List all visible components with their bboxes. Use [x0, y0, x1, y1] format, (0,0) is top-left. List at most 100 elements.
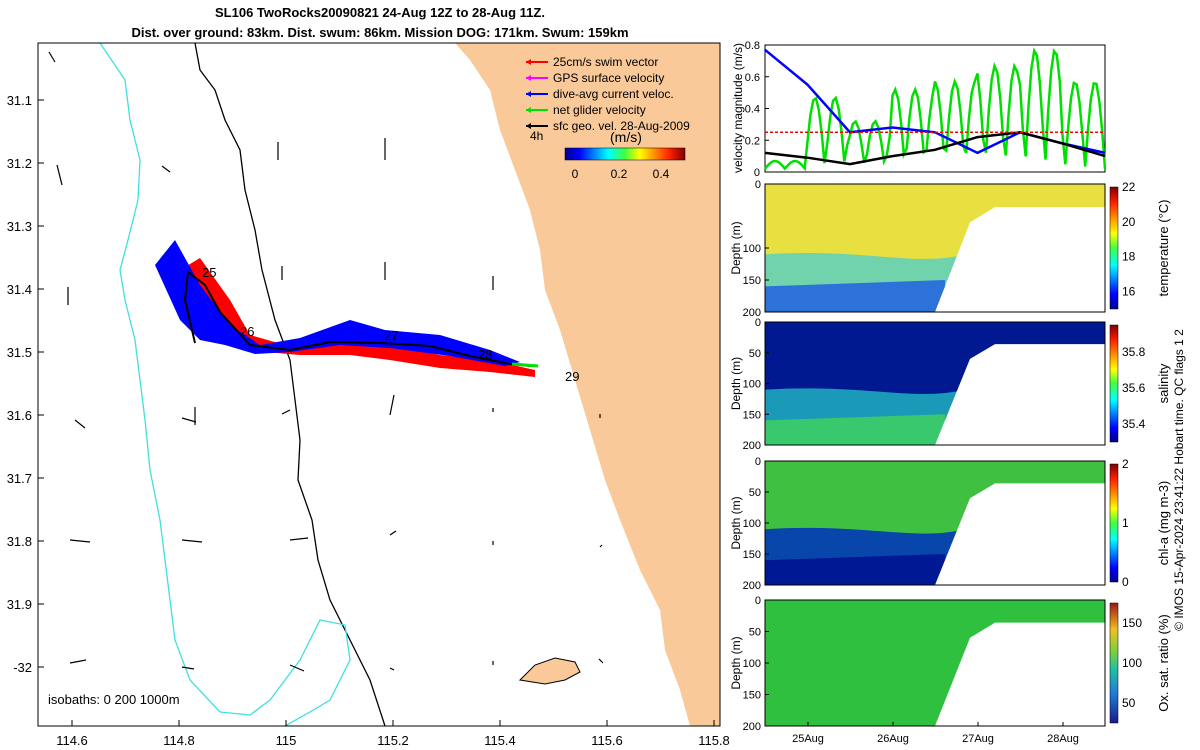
- map-y-tick-label: 31.3: [7, 219, 32, 234]
- legend-label: GPS surface velocity: [553, 71, 664, 85]
- velocity-y-ticks: 0 0.2 0.4 0.6 0.8: [745, 40, 769, 179]
- section-colorbar-label: Ox. sat. ratio (%): [1156, 614, 1171, 712]
- map-x-tick-label: 114.8: [163, 733, 195, 748]
- colorbar-tick-label: 16: [1122, 285, 1136, 299]
- map-y-tick-label: 31.7: [7, 471, 32, 486]
- vector-arrow: [181, 539, 203, 543]
- section-y-tick-label: 0: [755, 456, 761, 468]
- section-bottom-layer: [765, 554, 945, 585]
- velocity-ylabel: velocity magnitude (m/s): [731, 43, 745, 173]
- section-colorbar: [1109, 186, 1119, 310]
- section-y-tick-label: 150: [743, 549, 761, 561]
- section-y-tick-label: 50: [749, 348, 761, 360]
- velocity-y-tick-label: 0.4: [745, 104, 760, 116]
- track-blue-current: [155, 240, 520, 366]
- velocity-y-tick-label: 0: [754, 167, 760, 179]
- section-no-data: [935, 344, 1105, 445]
- colorbar-tick-label: 100: [1122, 656, 1142, 670]
- map-x-tick-label: 115.2: [377, 733, 409, 748]
- vector-arrow: [69, 539, 91, 543]
- colorbar-tick-0.2: 0.2: [611, 167, 628, 181]
- colorbar-tick-label: 35.6: [1122, 381, 1146, 395]
- vector-arrow: [161, 165, 171, 173]
- section-colorbar-label: salinity: [1156, 363, 1171, 403]
- velocity-series-line: [764, 47, 1107, 172]
- section-y-tick-label: 200: [743, 580, 761, 592]
- map-y-tick-label: -32: [13, 660, 32, 675]
- figure-title-line2: Dist. over ground: 83km. Dist. swum: 86k…: [131, 25, 629, 40]
- legend-label: sfc geo. vel. 28-Aug-2009: [553, 119, 690, 133]
- vector-arrow: [598, 658, 604, 664]
- map-frame: [37, 42, 721, 727]
- vector-arrow: [599, 544, 603, 548]
- map-y-tick-label: 31.2: [7, 156, 32, 171]
- map-x-tick-label: 115: [276, 733, 297, 748]
- map-y-ticks: 31.1 31.2 31.3 31.4 31.5 31.6 31.7 31.8 31.9 -32: [7, 93, 44, 675]
- map-x-tick-label: 115.8: [698, 733, 730, 748]
- section-ylabel: Depth (m): [729, 636, 743, 689]
- section-y-tick-label: 0: [755, 179, 761, 191]
- velocity-y-tick-label: 0.8: [745, 40, 760, 52]
- vector-arrow: [389, 530, 397, 536]
- section-bottom-layer: [765, 414, 945, 445]
- colorbar-tick-label: 18: [1122, 250, 1136, 264]
- speed-colorbar: [564, 147, 686, 161]
- day-label-29: 29: [565, 369, 579, 384]
- section-ylabel: Depth (m): [729, 357, 743, 410]
- section-y-tick-label: 100: [743, 379, 761, 391]
- legend-label: dive-avg current veloc.: [553, 87, 674, 101]
- section-colorbar-label: chl-a (mg m-3): [1156, 481, 1171, 566]
- isobath-200: [194, 43, 386, 726]
- legend-label: 25cm/s swim vector: [553, 55, 658, 69]
- day-label-28: 28: [478, 347, 492, 362]
- velocity-panel: 0 0.2 0.4 0.6 0.8 velocity magnitude (m/s): [731, 40, 1107, 179]
- section-colorbar: [1109, 324, 1119, 443]
- map-y-tick-label: 31.1: [7, 93, 32, 108]
- section-x-tick-label: 26Aug: [877, 733, 909, 745]
- vector-scale-label: 4h: [530, 129, 543, 143]
- vector-arrow: [389, 394, 395, 416]
- map-y-tick-label: 31.4: [7, 282, 32, 297]
- legend-label: net glider velocity: [553, 103, 646, 117]
- section-panel: 0 100 150 200 Depth (m) 22 20 18 16 temperature (…: [729, 179, 1171, 319]
- map-x-tick-label: 115.6: [591, 733, 623, 748]
- section-bottom-layer: [765, 280, 945, 312]
- vector-arrow: [74, 419, 86, 429]
- map-x-ticks: 114.6 114.8 115 115.2 115.4 115.6 115.8: [56, 720, 730, 748]
- section-y-tick-label: 0: [755, 595, 761, 607]
- colorbar-tick-0.4: 0.4: [653, 167, 670, 181]
- vector-arrow: [56, 164, 63, 186]
- vector-arrow: [289, 664, 305, 672]
- island: [518, 657, 581, 685]
- section-y-tick-label: 150: [743, 275, 761, 287]
- section-ylabel: Depth (m): [729, 221, 743, 274]
- section-panel: 0 50 100 150 200 Depth (m) 35.8 35.6 35.4 salinit…: [729, 317, 1171, 452]
- map-y-tick-label: 31.6: [7, 408, 32, 423]
- section-y-tick-label: 150: [743, 690, 761, 702]
- vector-arrow: [181, 666, 195, 670]
- colorbar-units: (m/s): [610, 129, 642, 145]
- track-black-path: [183, 270, 531, 367]
- map-y-tick-label: 31.8: [7, 534, 32, 549]
- colorbar-tick-0: 0: [572, 167, 579, 181]
- section-panel: 0 50 100 150 200 Depth (m) 2 1 0 chl-a (mg m-3): [729, 456, 1171, 592]
- section-y-tick-label: 200: [743, 721, 761, 733]
- section-bottom-layer: [765, 694, 945, 726]
- colorbar-tick-label: 1: [1122, 516, 1129, 530]
- section-no-data: [935, 483, 1105, 585]
- velocity-series: [764, 47, 1107, 172]
- section-y-tick-label: 100: [743, 243, 761, 255]
- section-y-tick-label: 100: [743, 658, 761, 670]
- isobaths-label: isobaths: 0 200 1000m: [48, 692, 180, 707]
- velocity-y-tick-label: 0.6: [745, 72, 760, 84]
- section-colorbar: [1109, 602, 1119, 724]
- colorbar-tick-label: 150: [1122, 616, 1142, 630]
- section-x-tick-label: 28Aug: [1047, 733, 1079, 745]
- footer-credit: © IMOS 15-Apr-2024 23:41:22 Hobart time.…: [1172, 329, 1186, 631]
- section-y-tick-label: 200: [743, 307, 761, 319]
- colorbar-tick-label: 0: [1122, 575, 1129, 589]
- section-no-data: [935, 622, 1105, 726]
- map-panel: 25 26 27 28 29 isobaths: 0 200 1000m 114…: [7, 42, 730, 748]
- section-ylabel: Depth (m): [729, 496, 743, 549]
